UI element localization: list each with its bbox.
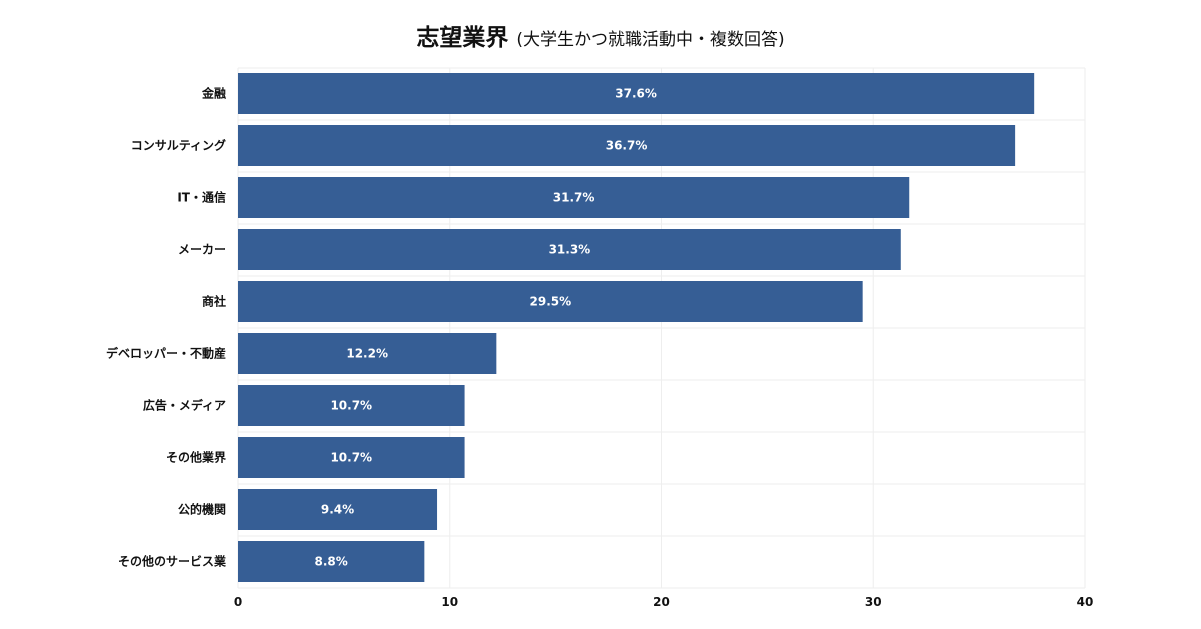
labels-layer: 37.6% 金融 36.7% コンサルティング 31.7% IT・通信 31.3% メーカー 2…: [106, 86, 657, 569]
category-label: その他のサービス業: [118, 554, 227, 569]
x-axis: 0 10 20 30 40: [234, 595, 1094, 609]
grid-layer: [237, 67, 1086, 589]
bar: [238, 229, 901, 270]
x-tick-label: 30: [865, 595, 882, 609]
bar-value-label: 9.4%: [321, 503, 354, 517]
chart-title-main: 志望業界: [416, 25, 509, 51]
bar-value-label: 37.6%: [615, 87, 657, 101]
bar-value-label: 29.5%: [530, 295, 572, 309]
bar: [238, 73, 1035, 114]
bars-layer: [238, 73, 1035, 582]
bar-value-label: 10.7%: [330, 451, 372, 465]
bar-value-label: 12.2%: [346, 347, 388, 361]
chart-title: 志望業界 (大学生かつ就職活動中・複数回答): [0, 18, 1201, 52]
category-label: コンサルティング: [131, 138, 226, 153]
x-tick-label: 20: [653, 595, 670, 609]
bar-value-label: 8.8%: [315, 555, 348, 569]
bar: [238, 385, 465, 426]
bar-value-label: 36.7%: [606, 139, 648, 153]
category-label: 金融: [201, 86, 226, 101]
chart-subtitle: (大学生かつ就職活動中・複数回答): [516, 30, 785, 50]
bar: [238, 489, 438, 530]
bar-value-label: 31.7%: [553, 191, 595, 205]
bar: [238, 177, 910, 218]
category-label: デベロッパー・不動産: [106, 346, 226, 361]
category-label: 広告・メディア: [143, 398, 226, 413]
category-label: IT・通信: [177, 190, 226, 205]
bar: [238, 125, 1016, 166]
bar: [238, 437, 465, 478]
category-label: メーカー: [178, 243, 226, 257]
bar: [238, 333, 497, 374]
category-label: 商社: [202, 294, 226, 309]
category-label: その他業界: [166, 450, 226, 465]
x-tick-label: 40: [1077, 595, 1094, 609]
bar: [238, 541, 425, 582]
x-tick-label: 10: [441, 595, 458, 609]
bar: [238, 281, 863, 322]
bar-value-label: 31.3%: [549, 243, 591, 257]
category-label: 公的機関: [178, 502, 226, 517]
bar-value-label: 10.7%: [330, 399, 372, 413]
x-tick-label: 0: [234, 595, 242, 609]
